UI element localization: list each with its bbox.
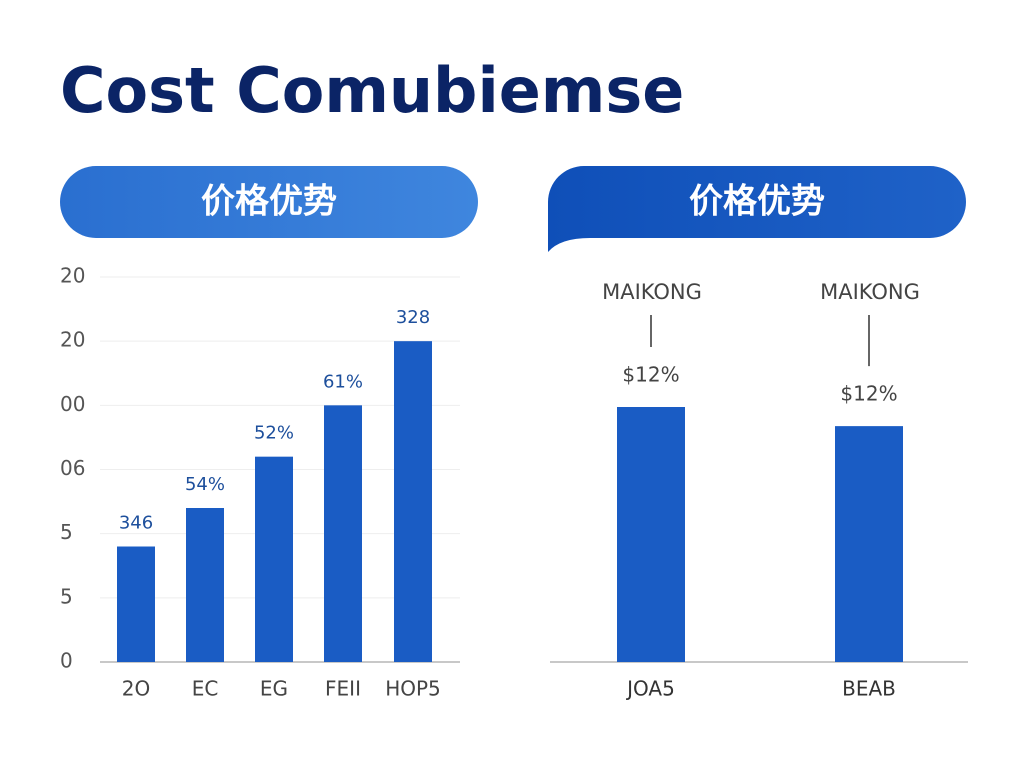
- y-tick-label: 06: [60, 456, 85, 480]
- x-tick-label: HOP5: [385, 677, 441, 701]
- value-label: $12%: [840, 382, 897, 406]
- x-tick-label: BEAB: [842, 677, 896, 701]
- bar: [394, 341, 432, 662]
- y-tick-label: 20: [60, 328, 85, 352]
- y-tick-label: 00: [60, 392, 85, 416]
- header-banner: [548, 166, 966, 252]
- value-label: 52%: [254, 423, 294, 444]
- x-tick-label: 2O: [122, 677, 150, 701]
- bar: [835, 426, 903, 662]
- bar: [324, 405, 362, 662]
- y-tick-label: 5: [60, 520, 73, 544]
- bar: [117, 546, 155, 662]
- value-label: 328: [396, 307, 430, 328]
- bar: [255, 456, 293, 662]
- y-tick-label: 0: [60, 649, 73, 673]
- brand-label: MAIKONG: [602, 280, 702, 304]
- x-tick-label: EG: [260, 677, 288, 701]
- y-tick-label: 5: [60, 584, 73, 608]
- x-tick-label: FEII: [325, 677, 361, 701]
- value-label: 61%: [323, 371, 363, 392]
- bar: [186, 508, 224, 662]
- chart-header: 价格优势: [689, 182, 825, 222]
- x-tick-label: JOA5: [625, 677, 675, 701]
- header-pill: [60, 166, 478, 238]
- value-label: $12%: [622, 363, 679, 387]
- x-tick-label: EC: [192, 677, 219, 701]
- bar: [617, 407, 685, 662]
- brand-label: MAIKONG: [820, 280, 920, 304]
- value-label: 346: [119, 513, 153, 534]
- value-label: 54%: [185, 474, 225, 495]
- chart-header: 价格优势: [201, 182, 337, 222]
- y-tick-label: 20: [60, 264, 85, 288]
- page-title: Cost Comubiemse: [60, 54, 684, 127]
